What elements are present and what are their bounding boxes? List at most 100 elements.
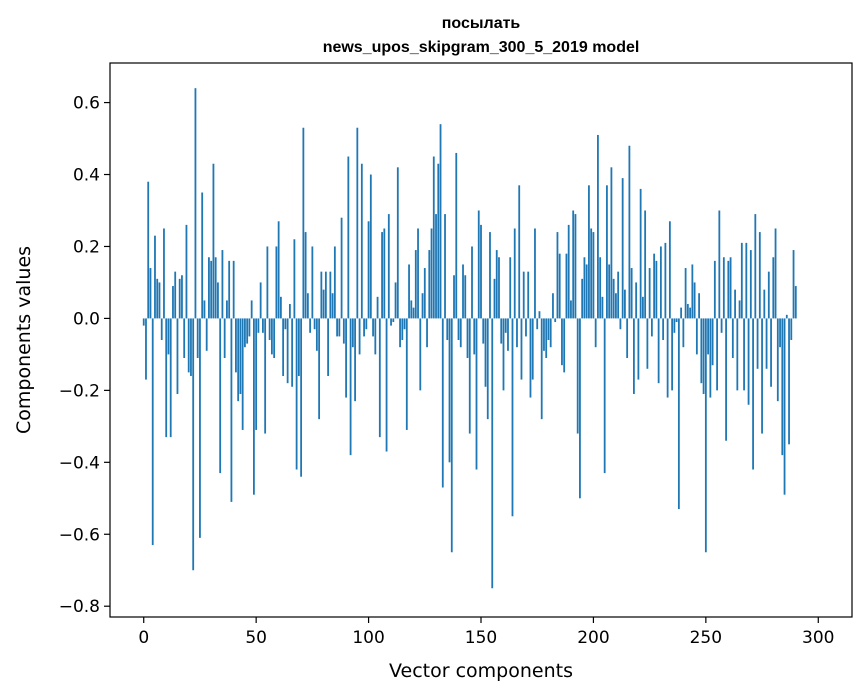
bar (446, 318, 449, 340)
bar (408, 264, 410, 319)
bar (387, 214, 390, 319)
bar (628, 145, 631, 319)
bar (504, 318, 507, 333)
bar (149, 268, 152, 319)
bar (713, 260, 716, 319)
bar (268, 318, 271, 340)
bar (390, 318, 392, 326)
bar (480, 224, 482, 319)
bar (165, 318, 168, 438)
bar (455, 152, 458, 319)
bar (527, 271, 530, 319)
bar (646, 318, 649, 369)
x-tick-label: 200 (577, 628, 609, 648)
bar (610, 167, 613, 319)
bar (156, 278, 159, 319)
bar (574, 214, 577, 319)
bar (351, 318, 354, 348)
bar (468, 318, 471, 434)
bar (246, 318, 249, 344)
bar (444, 214, 446, 319)
bar (376, 296, 379, 319)
bar (590, 228, 593, 319)
bar (626, 318, 629, 358)
bar (291, 318, 294, 387)
bar (684, 268, 687, 319)
bar (767, 271, 770, 319)
bar (511, 318, 514, 517)
bar (322, 289, 325, 319)
bar (450, 318, 453, 553)
bar (178, 278, 181, 319)
bar (770, 318, 772, 387)
bar (441, 318, 444, 488)
bar (671, 318, 674, 391)
y-tick-label: −0.2 (59, 381, 100, 401)
bar (147, 181, 150, 319)
bar (333, 246, 336, 319)
bar (435, 214, 437, 319)
bar (621, 178, 624, 319)
bar (538, 311, 541, 319)
bar (765, 318, 768, 369)
bar (174, 271, 177, 319)
bar (731, 318, 734, 358)
bar (624, 289, 626, 319)
bar (230, 318, 233, 502)
bar (594, 318, 597, 348)
bar (547, 318, 550, 340)
x-axis: 0 50 100 150 200 250 300 (138, 617, 834, 648)
bar (151, 318, 154, 546)
bar (556, 232, 559, 319)
bar (554, 318, 557, 323)
bar (340, 217, 343, 319)
bar (403, 318, 406, 330)
bar (471, 246, 473, 319)
bar (711, 318, 714, 366)
bar (331, 293, 334, 319)
bar (725, 318, 727, 441)
bar (270, 318, 273, 355)
bar (466, 318, 469, 358)
bar (513, 228, 516, 319)
bar (693, 282, 696, 319)
bar (248, 318, 251, 337)
bar (552, 293, 554, 319)
bar (615, 293, 617, 319)
bar (686, 304, 689, 319)
bar (772, 257, 775, 319)
bar (221, 250, 224, 319)
bar (201, 192, 204, 319)
bar (194, 88, 197, 319)
bar (491, 318, 494, 589)
bar (520, 318, 523, 380)
bar (522, 271, 525, 319)
bar (210, 260, 213, 319)
bar (630, 268, 633, 319)
bar (500, 318, 503, 344)
bar (603, 318, 606, 474)
bar (300, 318, 303, 477)
bar (279, 296, 282, 319)
bar (172, 286, 174, 319)
bar (286, 318, 289, 384)
bar (509, 257, 512, 319)
bar (529, 318, 532, 398)
bar (217, 282, 219, 319)
bar (655, 260, 658, 319)
bar (545, 318, 548, 358)
bar (617, 271, 620, 319)
bar (457, 318, 460, 340)
bar (734, 289, 736, 319)
bar (187, 318, 190, 373)
bar (475, 318, 478, 470)
bar (477, 210, 480, 319)
bar (354, 318, 356, 402)
y-tick-label: −0.4 (59, 453, 100, 473)
bar (419, 318, 422, 391)
bar (664, 242, 667, 319)
bar (653, 253, 656, 319)
bar (293, 239, 296, 319)
bars-group (142, 88, 797, 589)
